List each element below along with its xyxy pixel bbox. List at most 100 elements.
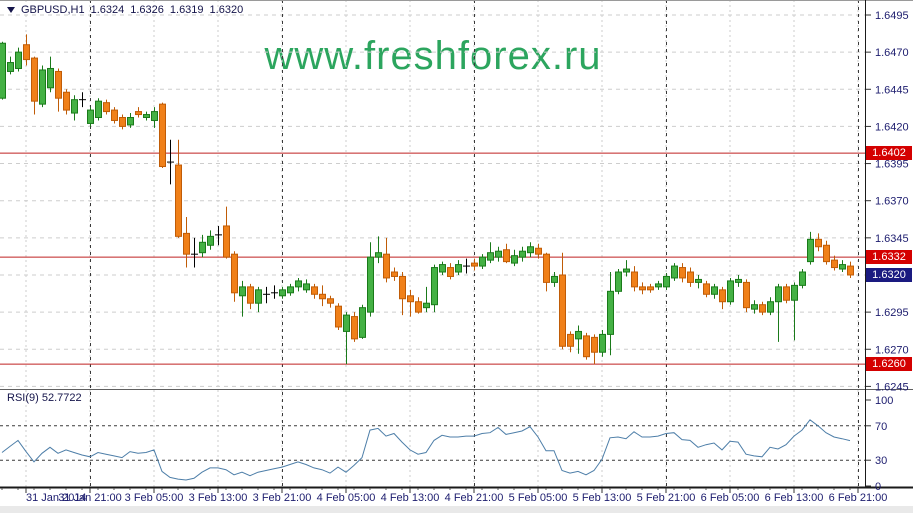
candle-body	[495, 250, 502, 258]
candle-body	[447, 267, 454, 277]
candle-body	[55, 70, 62, 99]
candle-body	[335, 305, 342, 328]
axis-label: 31 Jan 21:00	[58, 492, 122, 504]
candle-body	[471, 262, 478, 267]
candle-body	[87, 109, 94, 124]
candle-body	[127, 117, 134, 126]
candle-body	[151, 111, 158, 121]
candle-body	[431, 267, 438, 306]
candle-body	[783, 286, 790, 301]
candle-body	[143, 114, 150, 119]
window-bottom-edge	[0, 506, 913, 513]
candle-body	[815, 238, 822, 248]
candle-body	[63, 91, 70, 111]
axis-label: 1.6295	[875, 307, 909, 319]
level-price-badge: 1.6402	[866, 146, 912, 160]
axis-label: 6 Feb 21:00	[829, 492, 888, 504]
watermark: www.freshforex.ru	[0, 34, 866, 79]
candle-body	[303, 283, 310, 291]
axis-label: 30	[875, 455, 887, 467]
candle-body	[319, 293, 326, 300]
axis-label: 1.6345	[875, 233, 909, 245]
candle-body	[607, 290, 614, 335]
candle-body	[479, 256, 486, 267]
candle-body	[487, 252, 494, 261]
current-price-badge: 1.6320	[866, 268, 912, 282]
candle-body	[15, 51, 22, 69]
candle-body	[575, 330, 582, 340]
candle-body	[535, 247, 542, 255]
candle-body	[759, 304, 766, 313]
rsi-indicator-label: RSI(9) 52.7722	[7, 392, 82, 404]
candle-body	[823, 244, 830, 263]
candle-body	[0, 42, 6, 99]
vertical-gridlines	[25, 0, 859, 487]
candle-body	[175, 164, 182, 237]
candle-body	[223, 225, 230, 258]
axis-label: 1.6370	[875, 196, 909, 208]
candle-body	[7, 62, 14, 72]
candle-body	[103, 102, 110, 113]
candle-body	[503, 249, 510, 263]
candle-body	[399, 275, 406, 300]
low-value: 1.6319	[169, 4, 204, 16]
candle-body	[327, 298, 334, 304]
axis-label: 6 Feb 13:00	[765, 492, 824, 504]
candle-body	[671, 265, 678, 279]
candle-body	[719, 289, 726, 303]
candle-body	[95, 100, 102, 119]
axis-label: 5 Feb 05:00	[509, 492, 568, 504]
candle-body	[543, 253, 550, 283]
candle-body	[199, 241, 206, 254]
candle-body	[311, 286, 318, 295]
candle-body	[663, 275, 670, 288]
candle-body	[279, 289, 286, 297]
price-axis: 1.6495 1.6470 1.6445 1.6420 1.6395 1.6370 1.63…	[866, 10, 909, 393]
candle-body	[695, 278, 702, 283]
candle-body	[247, 286, 254, 304]
axis-label: 70	[875, 421, 887, 433]
watermark-text: www.freshforex.ru	[264, 34, 602, 78]
axis-label: 4 Feb 21:00	[445, 492, 504, 504]
candle-body	[527, 246, 534, 254]
axis-label: 3 Feb 13:00	[189, 492, 248, 504]
candle-body	[383, 253, 390, 279]
candle-body	[511, 255, 518, 264]
candle-body	[615, 271, 622, 292]
symbol-ohlc-readout: GBPUSD,H1 1.6324 1.6326 1.6319 1.6320	[7, 4, 244, 16]
candle-body	[455, 264, 462, 273]
candle-body	[439, 264, 446, 273]
candle-body	[351, 316, 358, 340]
candle-body	[599, 333, 606, 353]
candle-body	[231, 253, 238, 294]
candle-body	[183, 232, 190, 255]
candle-body	[591, 336, 598, 353]
candle-body	[807, 238, 814, 263]
candle-body	[551, 275, 558, 283]
axis-label: 1.6470	[875, 47, 909, 59]
axis-label: 6 Feb 05:00	[701, 492, 760, 504]
high-value: 1.6326	[130, 4, 164, 16]
open-value: 1.6324	[90, 4, 125, 16]
candle-body	[519, 250, 526, 258]
candle-body	[623, 268, 630, 273]
candle-body	[559, 274, 566, 347]
candle-body	[567, 333, 574, 347]
candle-body	[415, 301, 422, 313]
candle-body	[687, 271, 694, 283]
candle-body	[767, 301, 774, 313]
candle-body	[375, 252, 382, 258]
candle-body	[359, 307, 366, 338]
candle-body	[159, 103, 166, 168]
axis-label: 0	[875, 481, 881, 493]
close-value: 1.6320	[209, 4, 244, 16]
candle-body	[255, 289, 262, 304]
candle-body	[727, 280, 734, 303]
candle-body	[407, 295, 414, 303]
rsi-level-lines	[0, 425, 865, 461]
axis-label: 1.6270	[875, 344, 909, 356]
candle-body	[39, 69, 46, 105]
